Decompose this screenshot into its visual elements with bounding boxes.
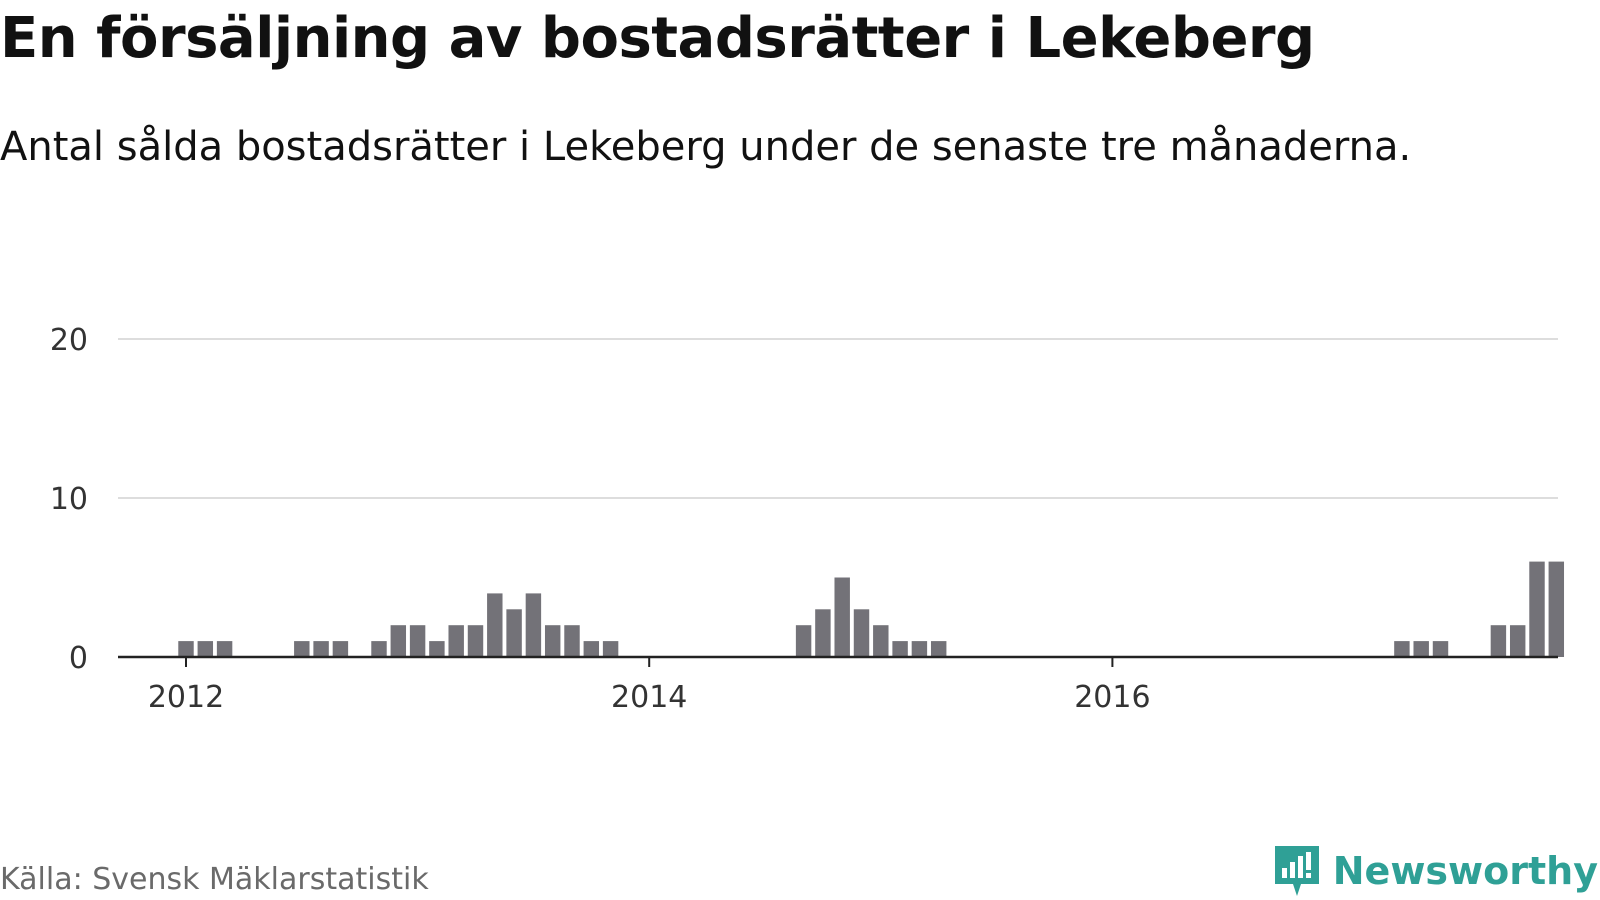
bar bbox=[1432, 641, 1449, 657]
bar bbox=[429, 641, 445, 657]
bar bbox=[911, 641, 928, 657]
bar bbox=[583, 641, 600, 657]
bar bbox=[853, 609, 870, 657]
y-tick-label: 0 bbox=[69, 641, 88, 676]
bar bbox=[197, 641, 214, 657]
x-tick-label: 2016 bbox=[1074, 680, 1150, 715]
bar bbox=[525, 593, 542, 657]
bar bbox=[930, 641, 947, 657]
bar bbox=[1413, 641, 1429, 657]
bar bbox=[409, 625, 426, 657]
bar bbox=[564, 625, 580, 657]
bar bbox=[1394, 641, 1410, 657]
bar bbox=[873, 625, 889, 657]
source-note: Källa: Svensk Mäklarstatistik bbox=[0, 862, 429, 897]
bar bbox=[815, 609, 831, 657]
bar bbox=[1548, 561, 1565, 657]
bar bbox=[602, 641, 619, 657]
chart-subtitle: Antal sålda bostadsrätter i Lekeberg und… bbox=[0, 124, 1412, 170]
y-tick-label: 10 bbox=[50, 482, 88, 517]
bar bbox=[1509, 625, 1526, 657]
brand-name: Newsworthy bbox=[1332, 849, 1598, 893]
bar bbox=[332, 641, 349, 657]
newsworthy-logo-icon bbox=[1274, 846, 1319, 896]
bar bbox=[834, 577, 850, 657]
bar-chart: 010202012201420162019202120231 bbox=[50, 323, 1565, 715]
bar bbox=[178, 641, 194, 657]
x-tick-label: 2012 bbox=[148, 680, 224, 715]
brand-logo: Newsworthy bbox=[1271, 844, 1598, 898]
bar bbox=[467, 625, 484, 657]
bar bbox=[313, 641, 329, 657]
bar bbox=[795, 625, 812, 657]
bar bbox=[892, 641, 908, 657]
x-tick-label: 2014 bbox=[611, 680, 687, 715]
bar bbox=[1529, 561, 1545, 657]
bar bbox=[506, 609, 522, 657]
bar bbox=[487, 593, 503, 657]
bar bbox=[294, 641, 310, 657]
bar bbox=[544, 625, 561, 657]
chart-title: En försäljning av bostadsrätter i Lekebe… bbox=[0, 6, 1315, 71]
bar bbox=[216, 641, 233, 657]
bar bbox=[1490, 625, 1507, 657]
bar bbox=[448, 625, 464, 657]
bar bbox=[371, 641, 387, 657]
bar bbox=[390, 625, 407, 657]
y-tick-label: 20 bbox=[50, 323, 88, 358]
